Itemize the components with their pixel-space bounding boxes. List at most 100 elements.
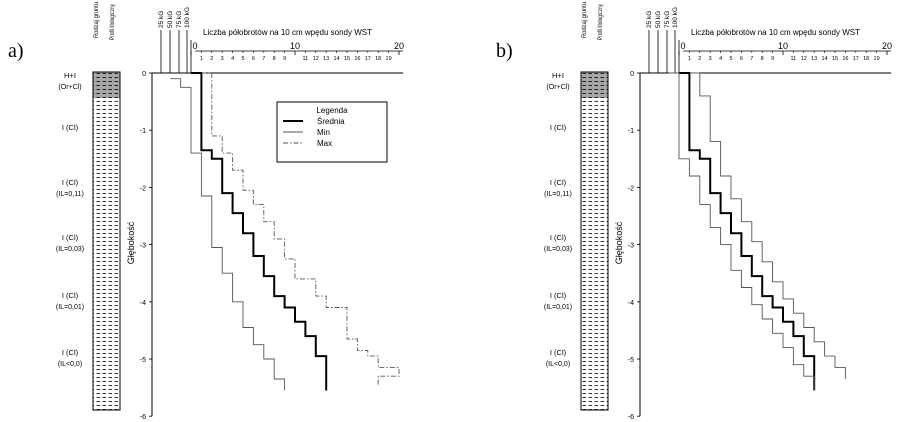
x-minor-tick-label: 11 — [791, 56, 797, 62]
x-minor-tick-label: 1 — [200, 56, 203, 62]
load-label: 25 kG — [158, 11, 165, 28]
soil-type-sub: (IL<0,0) — [546, 361, 570, 368]
soil-type-label: I (Cl) — [550, 123, 567, 132]
series-line-thick — [191, 72, 328, 391]
y-tick-label: -1 — [628, 128, 634, 135]
load-label: 50 kG — [167, 11, 174, 28]
x-minor-tick-label: 8 — [273, 56, 276, 62]
y-tick-label: -5 — [628, 357, 634, 364]
y-tick-label: -2 — [140, 185, 146, 192]
x-major-tick-label: 0 — [192, 41, 197, 51]
x-minor-tick-label: 19 — [874, 56, 880, 62]
x-minor-tick-label: 1 — [688, 56, 691, 62]
x-minor-tick-label: 3 — [221, 56, 224, 62]
soil-type-label: H+I — [64, 71, 76, 80]
y-tick-label: 0 — [142, 71, 146, 78]
soil-type-label: I (Cl) — [62, 123, 79, 132]
y-tick-label: -6 — [628, 414, 634, 421]
x-minor-tick-label: 14 — [334, 56, 340, 62]
y-axis-label: Głębokość — [614, 221, 624, 264]
load-label: 100 kG — [672, 7, 679, 28]
series-line-thick — [679, 72, 816, 391]
soil-type-label: I (Cl) — [62, 233, 79, 242]
y-tick-label: -3 — [140, 243, 146, 250]
profile-header: Profil litologiczny — [597, 3, 604, 40]
x-minor-tick-label: 5 — [729, 56, 732, 62]
x-minor-tick-label: 12 — [313, 56, 319, 62]
soil-type-label: I (Cl) — [62, 291, 79, 300]
legend-entry: Max — [317, 139, 332, 148]
series-line-dashdot — [201, 72, 400, 385]
x-minor-tick-label: 4 — [719, 56, 722, 62]
x-minor-tick-label: 16 — [842, 56, 848, 62]
x-minor-tick-label: 4 — [231, 56, 234, 62]
soil-header: Rodzaj gruntu — [581, 2, 588, 38]
axis-title: Liczba półobrotów na 10 cm wpędu sondy W… — [203, 28, 372, 37]
soil-type-sub: (IL=0,11) — [56, 191, 84, 198]
load-label: 50 kG — [655, 11, 662, 28]
x-minor-tick-label: 9 — [771, 56, 774, 62]
y-axis-label: Głębokość — [126, 221, 136, 264]
x-minor-tick-label: 2 — [698, 56, 701, 62]
x-minor-tick-label: 5 — [241, 56, 244, 62]
series-line-thin — [689, 72, 846, 379]
x-minor-tick-label: 12 — [801, 56, 807, 62]
soil-type-label: I (Cl) — [62, 348, 79, 357]
soil-type-sub: (IL=0,03) — [544, 246, 572, 253]
y-tick-label: -4 — [628, 300, 634, 307]
series-line-thin — [668, 72, 815, 391]
y-tick-label: -4 — [140, 300, 146, 307]
x-minor-tick-label: 9 — [283, 56, 286, 62]
soil-header: Rodzaj gruntu — [93, 2, 100, 38]
organic-layer — [581, 72, 608, 98]
x-minor-tick-label: 7 — [750, 56, 753, 62]
legend-entry: Średnia — [317, 117, 345, 126]
x-major-tick-label: 20 — [882, 41, 892, 51]
x-minor-tick-label: 2 — [210, 56, 213, 62]
chart-panel-b: b)Rodzaj gruntu Profil litologiczny 25 kG 5… — [496, 2, 892, 422]
load-label: 25 kG — [646, 11, 653, 28]
x-major-tick-label: 10 — [290, 41, 300, 51]
x-minor-tick-label: 13 — [323, 56, 329, 62]
x-minor-tick-label: 16 — [354, 56, 360, 62]
x-minor-tick-label: 3 — [709, 56, 712, 62]
lithology-column — [580, 71, 609, 411]
x-minor-tick-label: 13 — [811, 56, 817, 62]
y-tick-label: -1 — [140, 128, 146, 135]
x-minor-tick-label: 14 — [822, 56, 828, 62]
soil-type-label: I (Cl) — [62, 178, 79, 187]
soil-type-sub: (Or+Cl) — [546, 84, 569, 91]
panel-label: b) — [496, 40, 513, 62]
x-minor-tick-label: 8 — [761, 56, 764, 62]
soil-type-sub: (IL=0,11) — [544, 191, 572, 198]
x-minor-tick-label: 7 — [262, 56, 265, 62]
panel-label: a) — [8, 40, 24, 62]
x-minor-tick-label: 19 — [386, 56, 392, 62]
x-minor-tick-label: 15 — [344, 56, 350, 62]
profile-header: Profil litologiczny — [109, 3, 116, 40]
x-minor-tick-label: 17 — [853, 56, 859, 62]
x-minor-tick-label: 18 — [375, 56, 381, 62]
y-tick-label: -6 — [140, 414, 146, 421]
series-line-thin — [170, 78, 286, 391]
soil-type-sub: (Or+Cl) — [58, 84, 81, 91]
soil-type-sub: (IL=0,01) — [56, 304, 84, 311]
axis-title: Liczba półobrotów na 10 cm wpędu sondy W… — [691, 28, 860, 37]
soil-type-label: I (Cl) — [550, 178, 567, 187]
soil-type-label: I (Cl) — [550, 348, 567, 357]
x-major-tick-label: 10 — [778, 41, 788, 51]
load-label: 100 kG — [184, 7, 191, 28]
soil-type-label: H+I — [552, 71, 564, 80]
soil-type-sub: (IL<0,0) — [58, 361, 82, 368]
x-minor-tick-label: 6 — [740, 56, 743, 62]
x-major-tick-label: 0 — [680, 41, 685, 51]
load-label: 75 kG — [176, 11, 183, 28]
legend-entry: Min — [317, 128, 330, 137]
soil-type-label: I (Cl) — [550, 233, 567, 242]
soil-type-label: I (Cl) — [550, 291, 567, 300]
x-minor-tick-label: 6 — [252, 56, 255, 62]
legend-title: Legenda — [316, 106, 348, 115]
x-major-tick-label: 20 — [394, 41, 404, 51]
x-minor-tick-label: 17 — [365, 56, 371, 62]
